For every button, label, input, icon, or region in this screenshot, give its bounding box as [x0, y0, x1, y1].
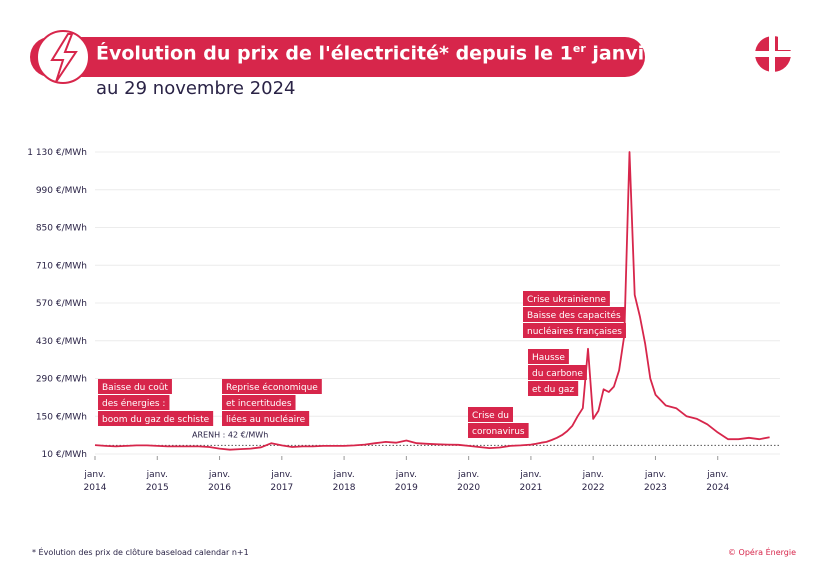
y-tick-label: 710 €/MWh	[36, 261, 87, 271]
annotation-box	[98, 379, 172, 394]
subtitle: au 29 novembre 2024	[96, 78, 296, 99]
annotation-box	[222, 379, 322, 394]
annotation-text: Crise du	[472, 411, 509, 421]
x-tick-label: janv. 2017	[270, 470, 294, 493]
y-tick-label: 10 €/MWh	[42, 450, 87, 460]
annotation-text: Hausse	[532, 353, 565, 363]
annotation-text: liées au nucléaire	[226, 414, 306, 425]
x-tick-label: janv. 2015	[145, 470, 169, 493]
annotation-text: Baisse des capacités	[527, 310, 621, 321]
annotation-box	[98, 411, 214, 426]
annotation-box	[468, 407, 513, 422]
x-tick-label: janv. 2023	[644, 470, 667, 493]
y-tick-label: 430 €/MWh	[36, 337, 87, 347]
annotation-box	[523, 307, 625, 322]
annotation-box	[528, 365, 587, 380]
annotation-text: et du gaz	[532, 385, 574, 395]
x-tick-label: janv. 2021	[519, 470, 543, 493]
price-line	[94, 151, 770, 451]
x-tick-label: janv. 2014	[83, 470, 107, 493]
y-tick-label: 150 €/MWh	[36, 412, 87, 422]
x-tick-label: janv. 2018	[332, 470, 356, 493]
annotation-text: Crise ukrainienne	[527, 295, 606, 305]
annotation-text: boom du gaz de schiste	[102, 415, 210, 425]
reference-label: ARENH : 42 €/MWh	[192, 430, 268, 439]
annotation-box	[222, 411, 310, 426]
icon-circle	[36, 30, 90, 84]
annotation-text: du carbone	[532, 369, 583, 379]
y-tick-label: 570 €/MWh	[36, 299, 87, 309]
lightning-icon	[50, 33, 78, 83]
annotation-box	[523, 323, 626, 338]
annotation-box	[523, 291, 610, 306]
x-tick-label: janv. 2019	[394, 470, 418, 493]
x-tick-label: janv. 2016	[208, 470, 231, 493]
annotation-box	[222, 395, 296, 410]
title-part: Évolution du prix de l'électricité* depu…	[96, 42, 573, 65]
logo	[753, 34, 794, 74]
annotation-text: des énergies :	[102, 398, 165, 409]
annotation-box	[98, 395, 170, 410]
annotation-box	[468, 423, 529, 438]
x-tick-label: janv. 2022	[581, 470, 605, 493]
annotation-box	[528, 349, 569, 364]
chart-title: Évolution du prix de l'électricité* depu…	[96, 42, 726, 64]
x-tick-label: janv. 2020	[457, 470, 481, 493]
annotation-text: Reprise économique	[226, 382, 318, 393]
title-part: janvier 2014	[585, 42, 726, 65]
annotation-text: Baisse du coût	[102, 383, 168, 393]
annotation-text: coronavirus	[472, 427, 525, 437]
y-tick-label: 290 €/MWh	[36, 375, 87, 385]
title-sup: er	[572, 42, 586, 55]
annotation-box	[528, 381, 579, 396]
annotation-text: nucléaires françaises	[527, 326, 622, 337]
annotation-text: et incertitudes	[226, 399, 292, 409]
plot: 10 €/MWh 150 €/MWh 290 €/MWh 430 €/MWh 570 €…	[27, 148, 780, 460]
y-tick-label: 850 €/MWh	[36, 224, 87, 234]
footnote: * Évolution des prix de clôture baseload…	[32, 548, 249, 557]
title-band	[30, 37, 645, 77]
y-tick-label: 990 €/MWh	[36, 186, 87, 196]
y-tick-label: 1 130 €/MWh	[27, 148, 87, 158]
x-tick-label: janv. 2024	[706, 470, 730, 493]
credit: © Opéra Énergie	[728, 548, 796, 557]
